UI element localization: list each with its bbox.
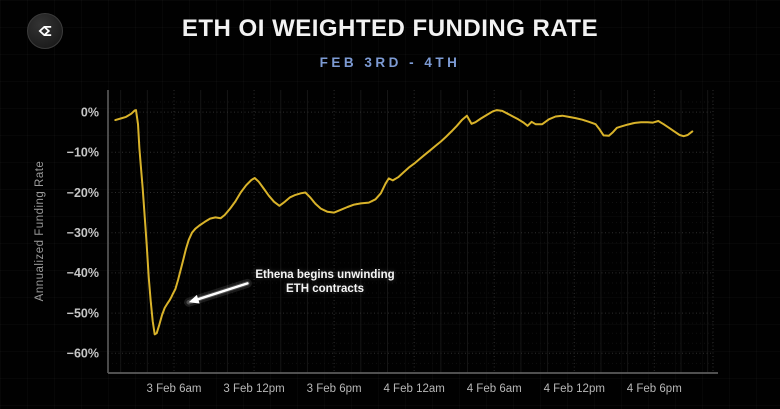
tick-labels: 0% −10% −20% −30% −40% −50% −60% 3 Feb 6am 3 Feb… bbox=[67, 105, 682, 395]
sigma-logo-icon bbox=[38, 25, 52, 37]
annotation-callout: Ethena begins unwinding ETH contracts bbox=[214, 269, 436, 296]
x-tick-label: 3 Feb 6pm bbox=[307, 383, 362, 395]
y-tick-label: −30% bbox=[67, 226, 99, 240]
annotation-line-1: Ethena begins unwinding bbox=[255, 269, 395, 281]
y-tick-label: −20% bbox=[67, 186, 99, 200]
y-tick-label: −60% bbox=[67, 347, 99, 361]
chart-subtitle: FEB 3RD - 4TH bbox=[319, 55, 461, 70]
arrow-head bbox=[188, 294, 200, 304]
annotation-line-2: ETH contracts bbox=[286, 282, 364, 295]
major-gridlines bbox=[108, 90, 714, 373]
arrow-shaft bbox=[197, 282, 249, 301]
y-tick-label: 0% bbox=[81, 105, 99, 119]
x-tick-label: 4 Feb 6pm bbox=[627, 383, 682, 395]
minor-gridlines bbox=[108, 90, 713, 373]
annotation-arrow bbox=[184, 278, 252, 307]
y-tick-label: −40% bbox=[67, 266, 99, 280]
y-axis-title: Annualized Funding Rate bbox=[34, 161, 46, 302]
x-tick-label: 4 Feb 12am bbox=[383, 383, 444, 395]
x-tick-label: 3 Feb 12pm bbox=[223, 383, 284, 395]
funding-rate-line bbox=[114, 109, 694, 336]
funding-rate-series-path bbox=[114, 109, 694, 336]
logo-badge bbox=[27, 13, 63, 49]
y-tick-label: −10% bbox=[67, 146, 99, 160]
x-tick-label: 4 Feb 6am bbox=[467, 383, 522, 395]
axes bbox=[107, 90, 718, 374]
x-tick-label: 4 Feb 12pm bbox=[544, 383, 605, 395]
chart-title: ETH OI WEIGHTED FUNDING RATE bbox=[181, 15, 599, 42]
x-tick-label: 3 Feb 6am bbox=[147, 383, 202, 395]
y-tick-label: −50% bbox=[67, 306, 99, 320]
